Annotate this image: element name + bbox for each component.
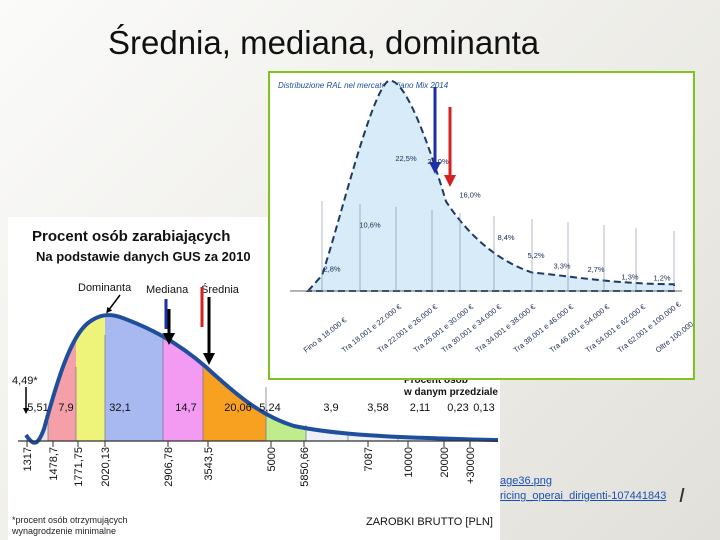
gus-value-label-3: 32,1 <box>109 402 130 414</box>
srednia-label: Średnia <box>201 283 240 296</box>
dominanta-arrow <box>106 294 121 314</box>
gus-tick-label-0: 1317 <box>22 447 34 471</box>
gus-segment-2 <box>76 315 105 441</box>
gus-tick-label-4: 2906,78 <box>163 447 175 487</box>
ral-category-label-7: Tra 46.001 e 54.000 € <box>548 302 612 355</box>
gus-value-label-6: 5,24 <box>259 402 280 414</box>
gus-tick-label-1: 1478,7 <box>48 447 60 481</box>
ral-value-label-9: 1,3% <box>621 273 638 282</box>
gus-value-label-9: 2,11 <box>410 402 431 414</box>
ral-value-label-2: 22,5% <box>395 154 417 163</box>
ral-chart-svg: Distribuzione RAL nel mercato italiano M… <box>278 79 693 355</box>
ral-value-label-6: 5,2% <box>527 251 544 260</box>
slide-title: Średnia, mediana, dominanta <box>108 24 540 61</box>
gus-value-label-1: 5,51 <box>27 402 48 414</box>
ral-value-label-7: 3,3% <box>553 262 570 271</box>
ral-title: Distribuzione RAL nel mercato italiano M… <box>278 81 449 90</box>
gus-legend-line-2: w danym przedziale <box>403 387 498 398</box>
ral-category-label-2: Tra 22.001 e 26.000 € <box>376 302 440 355</box>
gus-tick-label-5: 3543,5 <box>203 447 215 481</box>
gus-title: Procent osób zarabiających <box>32 228 230 245</box>
gus-curve <box>24 313 499 445</box>
gus-tick-label-7: 5850,66 <box>299 447 311 487</box>
text-cursor <box>679 488 685 502</box>
gus-tick-label-6: 5000 <box>266 447 278 471</box>
ral-category-label-5: Tra 34.001 e 38.000 € <box>474 302 538 355</box>
ral-value-label-4: 16,0% <box>459 190 481 199</box>
ral-value-label-0: 2,8% <box>323 264 340 273</box>
image-link-2[interactable]: ricing_operai_dirigenti-107441843 <box>500 490 667 502</box>
image-link-1[interactable]: age36.png <box>500 475 552 487</box>
gus-subtitle: Na podstawie danych GUS za 2010 <box>36 249 251 264</box>
gus-value-label-2: 7,9 <box>58 402 73 414</box>
gus-segment-0 <box>26 315 48 441</box>
ral-category-label-9: Tra 62.001 e 100.000 € <box>616 299 683 354</box>
gus-value-label-8: 3,58 <box>367 402 388 414</box>
gus-value-label-7: 3,9 <box>323 402 338 414</box>
ral-value-label-1: 10,6% <box>359 221 381 230</box>
gus-footnote-2: wynagrodzenie minimalne <box>11 526 116 536</box>
gus-tick-label-9: 10000 <box>403 447 415 478</box>
gus-tick-label-10: 20000 <box>439 447 451 478</box>
ral-category-label-1: Tra 18.001 e 22.000 € <box>340 302 404 355</box>
gus-tick-label-8: 7087 <box>363 447 375 471</box>
gus-value-label-5: 20,06 <box>224 402 252 414</box>
gus-tick-label-2: 1771,75 <box>73 447 85 487</box>
italian-ral-chart: Distribuzione RAL nel mercato italiano M… <box>268 71 695 380</box>
gus-segment-5 <box>203 315 266 441</box>
gus-value-label-11: 0,13 <box>473 402 494 414</box>
gus-x-axis-label: ZAROBKI BRUTTO [PLN] <box>366 516 493 528</box>
gus-segment-3 <box>105 315 163 441</box>
gus-value-label-0: 4,49* <box>12 375 38 387</box>
gus-segment-1 <box>48 315 76 441</box>
ral-value-label-5: 8,4% <box>497 233 514 242</box>
mediana-label: Mediana <box>146 284 189 296</box>
gus-value-label-10: 0,23 <box>447 402 468 414</box>
gus-tick-label-3: 2020,13 <box>100 447 112 487</box>
gus-legend-line-1: Procent osób <box>404 375 468 386</box>
gus-tick-label-11: +30000 <box>465 447 477 484</box>
gus-value-label-4: 14,7 <box>175 402 196 414</box>
gus-footnote-1: *procent osób otrzymujących <box>12 515 128 525</box>
ral-distribution-area <box>305 79 675 292</box>
ral-value-label-10: 1,2% <box>653 273 670 282</box>
dominanta-label: Dominanta <box>78 282 132 294</box>
gus-chart-svg: Procent osób zarabiających Na podstawie d… <box>11 228 499 536</box>
ral-value-label-8: 2,7% <box>587 265 604 274</box>
ral-value-label-3: 22,0% <box>427 157 449 166</box>
